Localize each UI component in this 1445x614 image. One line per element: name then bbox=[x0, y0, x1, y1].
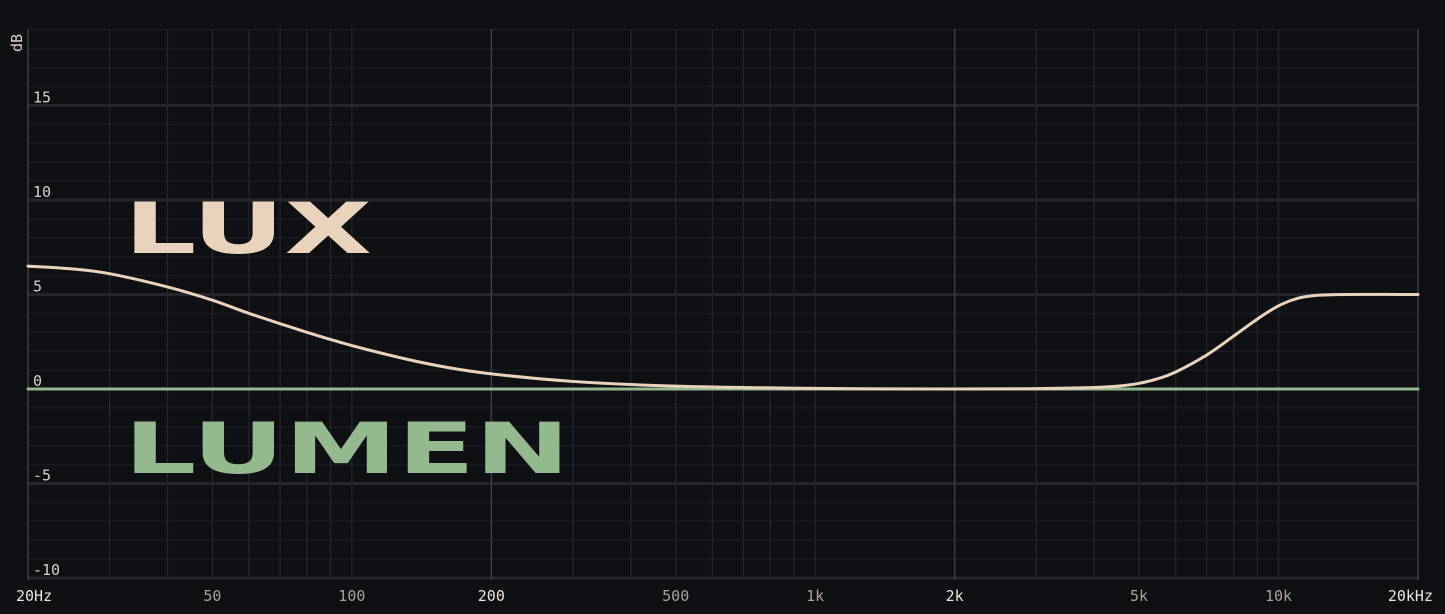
x-tick-label: 100 bbox=[338, 587, 365, 605]
x-tick-label: 5k bbox=[1130, 587, 1148, 605]
x-tick-label: 2k bbox=[946, 587, 964, 605]
y-tick-label: -5 bbox=[33, 467, 51, 485]
y-tick-label: 5 bbox=[33, 278, 42, 296]
x-tick-label: 500 bbox=[662, 587, 689, 605]
y-tick-labels: 15 10 5 0 -5 -10 bbox=[33, 89, 60, 580]
x-tick-label: 10k bbox=[1265, 587, 1292, 605]
x-tick-label: 20Hz bbox=[16, 587, 52, 605]
grid bbox=[27, 29, 1419, 580]
x-tick-label: 20kHz bbox=[1388, 587, 1433, 605]
x-tick-label: 1k bbox=[806, 587, 824, 605]
x-tick-labels: 20Hz 50 100 200 500 1k 2k 5k 10k 20kHz bbox=[16, 587, 1433, 605]
x-tick-label: 200 bbox=[478, 587, 505, 605]
y-tick-label: 15 bbox=[33, 89, 51, 107]
y-tick-label: -10 bbox=[33, 561, 60, 579]
x-tick-label: 50 bbox=[203, 587, 221, 605]
series-line-lux bbox=[26, 264, 1420, 391]
y-axis-label: dB bbox=[8, 34, 26, 52]
series bbox=[26, 264, 1420, 391]
y-tick-label: 10 bbox=[33, 183, 51, 201]
legend-label-lux: LUX bbox=[124, 188, 372, 270]
y-tick-label: 0 bbox=[33, 372, 42, 390]
legend-label-lumen: LUMEN bbox=[124, 408, 570, 490]
